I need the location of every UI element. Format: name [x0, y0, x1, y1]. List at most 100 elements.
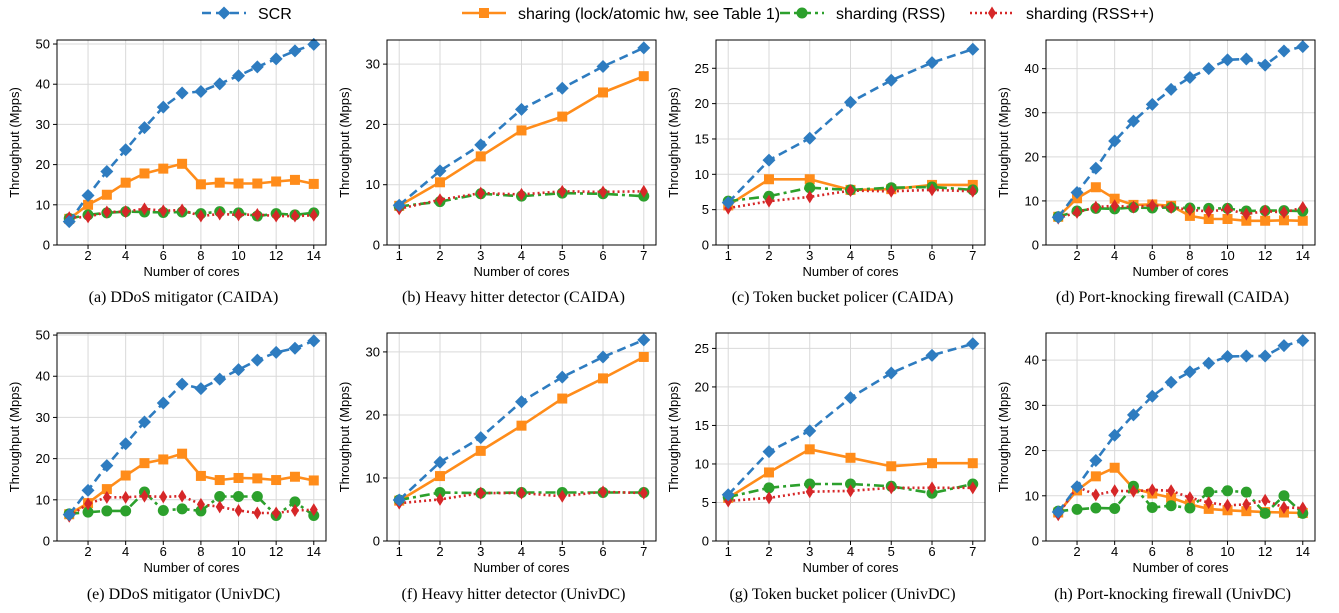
y-tick-label: 25: [695, 61, 709, 76]
x-tick-label: 14: [307, 248, 321, 263]
data-point: [120, 177, 131, 188]
data-point: [232, 69, 246, 83]
x-tick-label: 3: [477, 248, 484, 263]
data-point: [290, 504, 299, 518]
data-point: [925, 56, 939, 70]
data-point: [289, 174, 300, 185]
series-line: [1057, 339, 1304, 513]
data-point: [234, 208, 243, 222]
data-point: [1091, 200, 1100, 214]
data-point: [288, 341, 302, 355]
series-scr: [721, 337, 980, 502]
legend: SCR sharing (lock/atomic hw, see Table 1)…: [202, 6, 1154, 23]
data-point: [194, 382, 208, 396]
data-point: [803, 424, 817, 438]
data-point: [250, 60, 264, 74]
data-point: [637, 333, 651, 347]
data-point: [269, 345, 283, 359]
chart-panel: 1 2 3 4 5 6 7 0 5 10 15 20 25 Number of cores Throughp…: [666, 39, 986, 306]
data-point: [289, 471, 300, 482]
series-sharding-rsspp: [1054, 198, 1307, 225]
y-axis-label: Throughput (Mpps): [996, 382, 1011, 493]
data-point: [1242, 207, 1251, 221]
data-point: [517, 486, 526, 500]
series-sharing: [1053, 182, 1308, 226]
legend-marker: [479, 8, 489, 18]
y-tick-label: 40: [1025, 61, 1039, 76]
x-tick-label: 5: [559, 544, 566, 559]
data-point: [140, 202, 149, 216]
data-point: [474, 138, 488, 152]
y-axis-label: Throughput (Mpps): [7, 87, 22, 198]
y-tick-label: 40: [1025, 353, 1039, 368]
data-point: [1279, 501, 1288, 515]
data-point: [721, 196, 735, 210]
data-point: [1277, 339, 1291, 353]
data-point: [178, 203, 187, 217]
x-tick-label: 12: [1258, 544, 1272, 559]
data-point: [272, 209, 281, 223]
x-tick-label: 4: [1111, 248, 1118, 263]
data-point: [269, 52, 283, 66]
plot-frame: [56, 39, 327, 246]
x-tick-label: 6: [599, 248, 606, 263]
data-point: [639, 184, 648, 198]
x-tick-label: 1: [396, 544, 403, 559]
y-tick-label: 50: [36, 37, 50, 52]
data-point: [1298, 501, 1307, 515]
data-point: [288, 44, 302, 58]
data-point: [1204, 496, 1213, 510]
x-tick-label: 4: [518, 248, 525, 263]
data-point: [1164, 375, 1178, 389]
x-tick-label: 2: [1073, 544, 1080, 559]
x-axis-label: Number of cores: [802, 560, 899, 575]
data-point: [639, 486, 648, 500]
chart-caption: (g) Token bucket policer (UnivDC): [729, 586, 955, 603]
series-line: [1057, 485, 1303, 516]
x-tick-label: 7: [969, 544, 976, 559]
data-point: [925, 348, 939, 362]
data-point: [1051, 210, 1065, 224]
data-point: [176, 503, 188, 515]
data-point: [1241, 506, 1252, 517]
data-point: [887, 481, 896, 495]
x-tick-label: 14: [307, 544, 321, 559]
data-point: [1203, 486, 1215, 498]
chart-panel: 2 4 6 8 10 12 14 0 10 20 30 40 50 Number of cores Thro…: [7, 328, 327, 603]
chart-caption: (a) DDoS mitigator (CAIDA): [89, 289, 279, 306]
data-point: [81, 189, 95, 203]
data-point: [966, 337, 980, 351]
data-point: [307, 334, 321, 348]
data-point: [1278, 215, 1289, 226]
data-point: [102, 490, 111, 504]
data-point: [196, 497, 205, 511]
data-point: [1221, 53, 1235, 67]
data-point: [474, 431, 488, 445]
data-point: [1298, 201, 1307, 215]
y-tick-label: 0: [702, 238, 709, 253]
y-tick-label: 0: [702, 534, 709, 549]
x-tick-label: 6: [928, 248, 935, 263]
data-point: [804, 478, 816, 490]
data-point: [1261, 204, 1270, 218]
chart-caption: (c) Token bucket policer (CAIDA): [732, 289, 954, 306]
data-point: [1129, 484, 1138, 498]
x-tick-label: 3: [806, 544, 813, 559]
series-scr: [721, 42, 980, 210]
x-axis-label: Number of cores: [802, 264, 899, 279]
data-point: [83, 199, 94, 210]
data-point: [435, 193, 444, 207]
data-point: [433, 164, 447, 178]
data-point: [1090, 502, 1102, 514]
data-point: [433, 455, 447, 469]
x-tick-label: 10: [1220, 248, 1234, 263]
data-point: [1073, 205, 1082, 219]
y-tick-label: 15: [695, 131, 709, 146]
data-point: [1091, 488, 1100, 502]
data-point: [139, 168, 150, 179]
data-point: [62, 215, 76, 229]
data-point: [175, 86, 189, 100]
data-point: [1221, 350, 1235, 364]
x-axis-label: Number of cores: [473, 560, 570, 575]
data-point: [1164, 82, 1178, 96]
